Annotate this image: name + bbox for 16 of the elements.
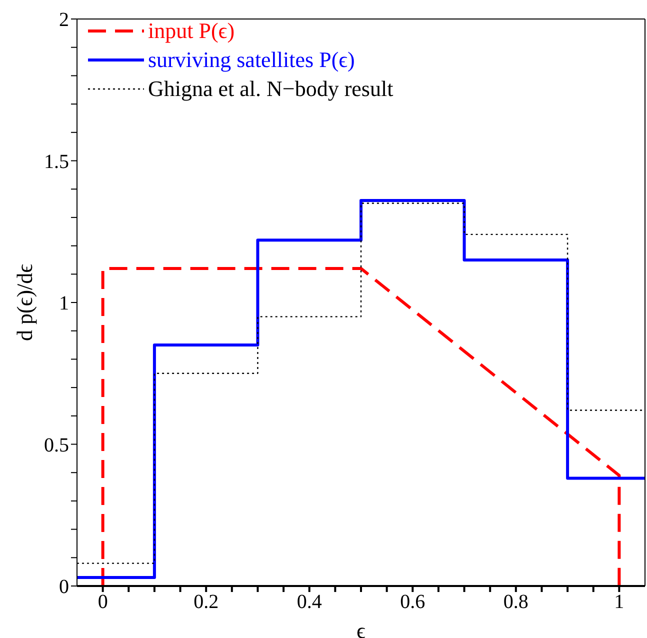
- x-tick-label: 0.6: [400, 591, 426, 614]
- y-axis-title: d p(ϵ)/dϵ: [12, 264, 37, 342]
- y-tick-label: 0.5: [44, 434, 69, 456]
- x-tick-label: 1: [614, 591, 624, 614]
- y-tick-label: 2: [59, 9, 69, 32]
- y-tick-label: 0: [59, 576, 69, 598]
- legend-label: input P(ϵ): [148, 17, 235, 45]
- y-tick-label: 1.5: [44, 150, 69, 173]
- y-tick-label: 1: [59, 292, 69, 315]
- x-axis-title: ϵ: [356, 618, 366, 638]
- x-tick-label: 0.2: [194, 591, 219, 614]
- x-tick-label: 0.8: [503, 591, 528, 614]
- x-tick-label: 0.4: [296, 591, 322, 614]
- x-tick-label: 0: [98, 591, 108, 614]
- legend-label: Ghigna et al. N−body result: [148, 75, 394, 103]
- legend-label: surviving satellites P(ϵ): [148, 46, 355, 74]
